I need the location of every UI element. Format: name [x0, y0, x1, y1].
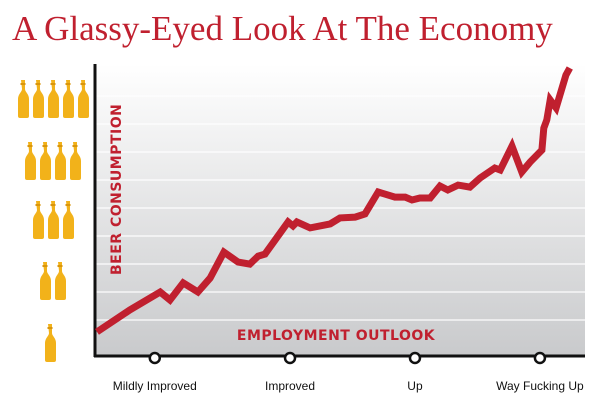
x-tick-label: Mildly Improved [113, 379, 197, 393]
y-axis-title: BEER CONSUMPTION [109, 104, 125, 275]
x-tick-mark [408, 351, 422, 365]
x-axis-title: EMPLOYMENT OUTLOOK [237, 328, 436, 344]
plot-background [95, 64, 585, 355]
x-tick-mark [148, 351, 162, 365]
chart-title: A Glassy-Eyed Look At The Economy [12, 9, 553, 48]
x-tick-label: Improved [265, 379, 315, 393]
data-line [95, 66, 573, 335]
beer-bottles [18, 80, 89, 362]
x-tick-mark [533, 351, 547, 365]
x-tick-label: Way Fucking Up [496, 379, 584, 393]
background-stripes [95, 95, 585, 321]
x-tick-label: Up [407, 379, 423, 393]
x-tick-mark [283, 351, 297, 365]
